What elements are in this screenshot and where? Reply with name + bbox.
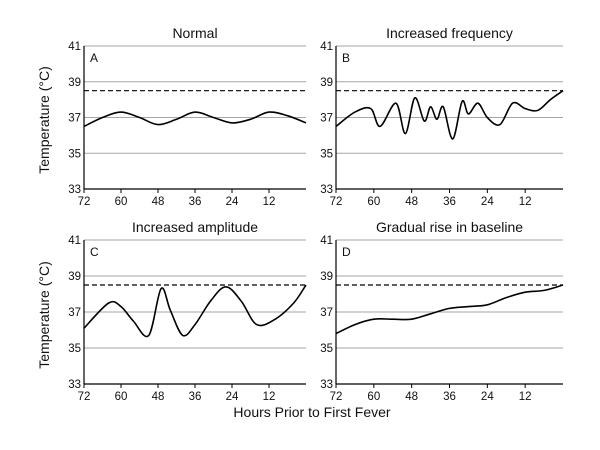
panel-letter: A bbox=[90, 51, 98, 65]
x-tick-label: 12 bbox=[263, 196, 276, 208]
y-tick-label: 35 bbox=[320, 343, 333, 355]
x-tick-label: 48 bbox=[405, 391, 418, 403]
x-tick-label: 72 bbox=[330, 391, 343, 403]
x-tick-label: 36 bbox=[443, 196, 456, 208]
x-tick-label: 48 bbox=[405, 196, 418, 208]
x-tick-label: 72 bbox=[330, 196, 343, 208]
x-tick-label: 12 bbox=[519, 391, 532, 403]
y-tick-label: 39 bbox=[68, 77, 81, 89]
panel-letter: D bbox=[342, 245, 351, 259]
x-tick-label: 60 bbox=[115, 391, 128, 403]
panel-title: Normal bbox=[172, 25, 217, 41]
y-tick-label: 41 bbox=[68, 235, 81, 247]
y-tick-label: 33 bbox=[320, 184, 333, 196]
chart-panel-c: 33 35 37 39 41 72 60 48 36 24 12 Increased amplitud… bbox=[68, 219, 307, 403]
y-tick-label: 33 bbox=[68, 184, 81, 196]
y-tick-label: 39 bbox=[320, 77, 333, 89]
y-tick-label: 41 bbox=[320, 235, 333, 247]
x-tick-label: 72 bbox=[78, 391, 91, 403]
x-axis-label: Hours Prior to First Fever bbox=[233, 404, 390, 420]
chart-panel-b: 33 35 37 39 41 72 60 48 36 24 12 Increased frequenc… bbox=[320, 25, 564, 208]
y-tick-label: 41 bbox=[320, 41, 333, 53]
x-tick-label: 48 bbox=[152, 196, 165, 208]
x-tick-label: 48 bbox=[152, 391, 165, 403]
y-tick-label: 39 bbox=[320, 271, 333, 283]
panel-title: Increased amplitude bbox=[132, 219, 258, 235]
x-tick-label: 24 bbox=[481, 391, 494, 403]
y-axis-label-top: Temperature (°C) bbox=[36, 66, 52, 174]
x-tick-label: 24 bbox=[226, 196, 239, 208]
x-tick-label: 12 bbox=[263, 391, 276, 403]
x-tick-label: 36 bbox=[189, 196, 202, 208]
chart-panel-d: 33 35 37 39 41 72 60 48 36 24 12 Gradual rise in ba… bbox=[320, 219, 564, 403]
x-tick-label: 36 bbox=[443, 391, 456, 403]
x-tick-label: 24 bbox=[481, 196, 494, 208]
y-tick-label: 33 bbox=[320, 379, 333, 391]
series-line bbox=[335, 284, 564, 335]
y-tick-label: 41 bbox=[68, 41, 81, 53]
panel-letter: B bbox=[342, 51, 350, 65]
series-line bbox=[83, 111, 307, 128]
x-tick-label: 24 bbox=[226, 391, 239, 403]
y-tick-label: 37 bbox=[68, 113, 81, 125]
y-tick-label: 35 bbox=[68, 343, 81, 355]
x-tick-label: 60 bbox=[115, 196, 128, 208]
y-tick-label: 35 bbox=[68, 148, 81, 160]
panel-letter: C bbox=[90, 245, 99, 259]
panel-title: Increased frequency bbox=[386, 25, 513, 41]
y-tick-label: 35 bbox=[320, 148, 333, 160]
x-tick-label: 36 bbox=[189, 391, 202, 403]
x-tick-label: 72 bbox=[78, 196, 91, 208]
y-axis-label-bottom: Temperature (°C) bbox=[36, 261, 52, 369]
y-tick-label: 37 bbox=[68, 307, 81, 319]
y-tick-label: 39 bbox=[68, 271, 81, 283]
x-tick-label: 12 bbox=[519, 196, 532, 208]
y-tick-label: 33 bbox=[68, 379, 81, 391]
panel-title: Gradual rise in baseline bbox=[376, 219, 523, 235]
series-line bbox=[335, 90, 564, 140]
chart-panel-a: 33 35 37 39 41 72 60 48 36 24 12 Normal A bbox=[68, 25, 307, 208]
series-line bbox=[83, 284, 307, 338]
x-tick-label: 60 bbox=[367, 196, 380, 208]
y-tick-label: 37 bbox=[320, 113, 333, 125]
x-tick-label: 60 bbox=[367, 391, 380, 403]
y-tick-label: 37 bbox=[320, 307, 333, 319]
